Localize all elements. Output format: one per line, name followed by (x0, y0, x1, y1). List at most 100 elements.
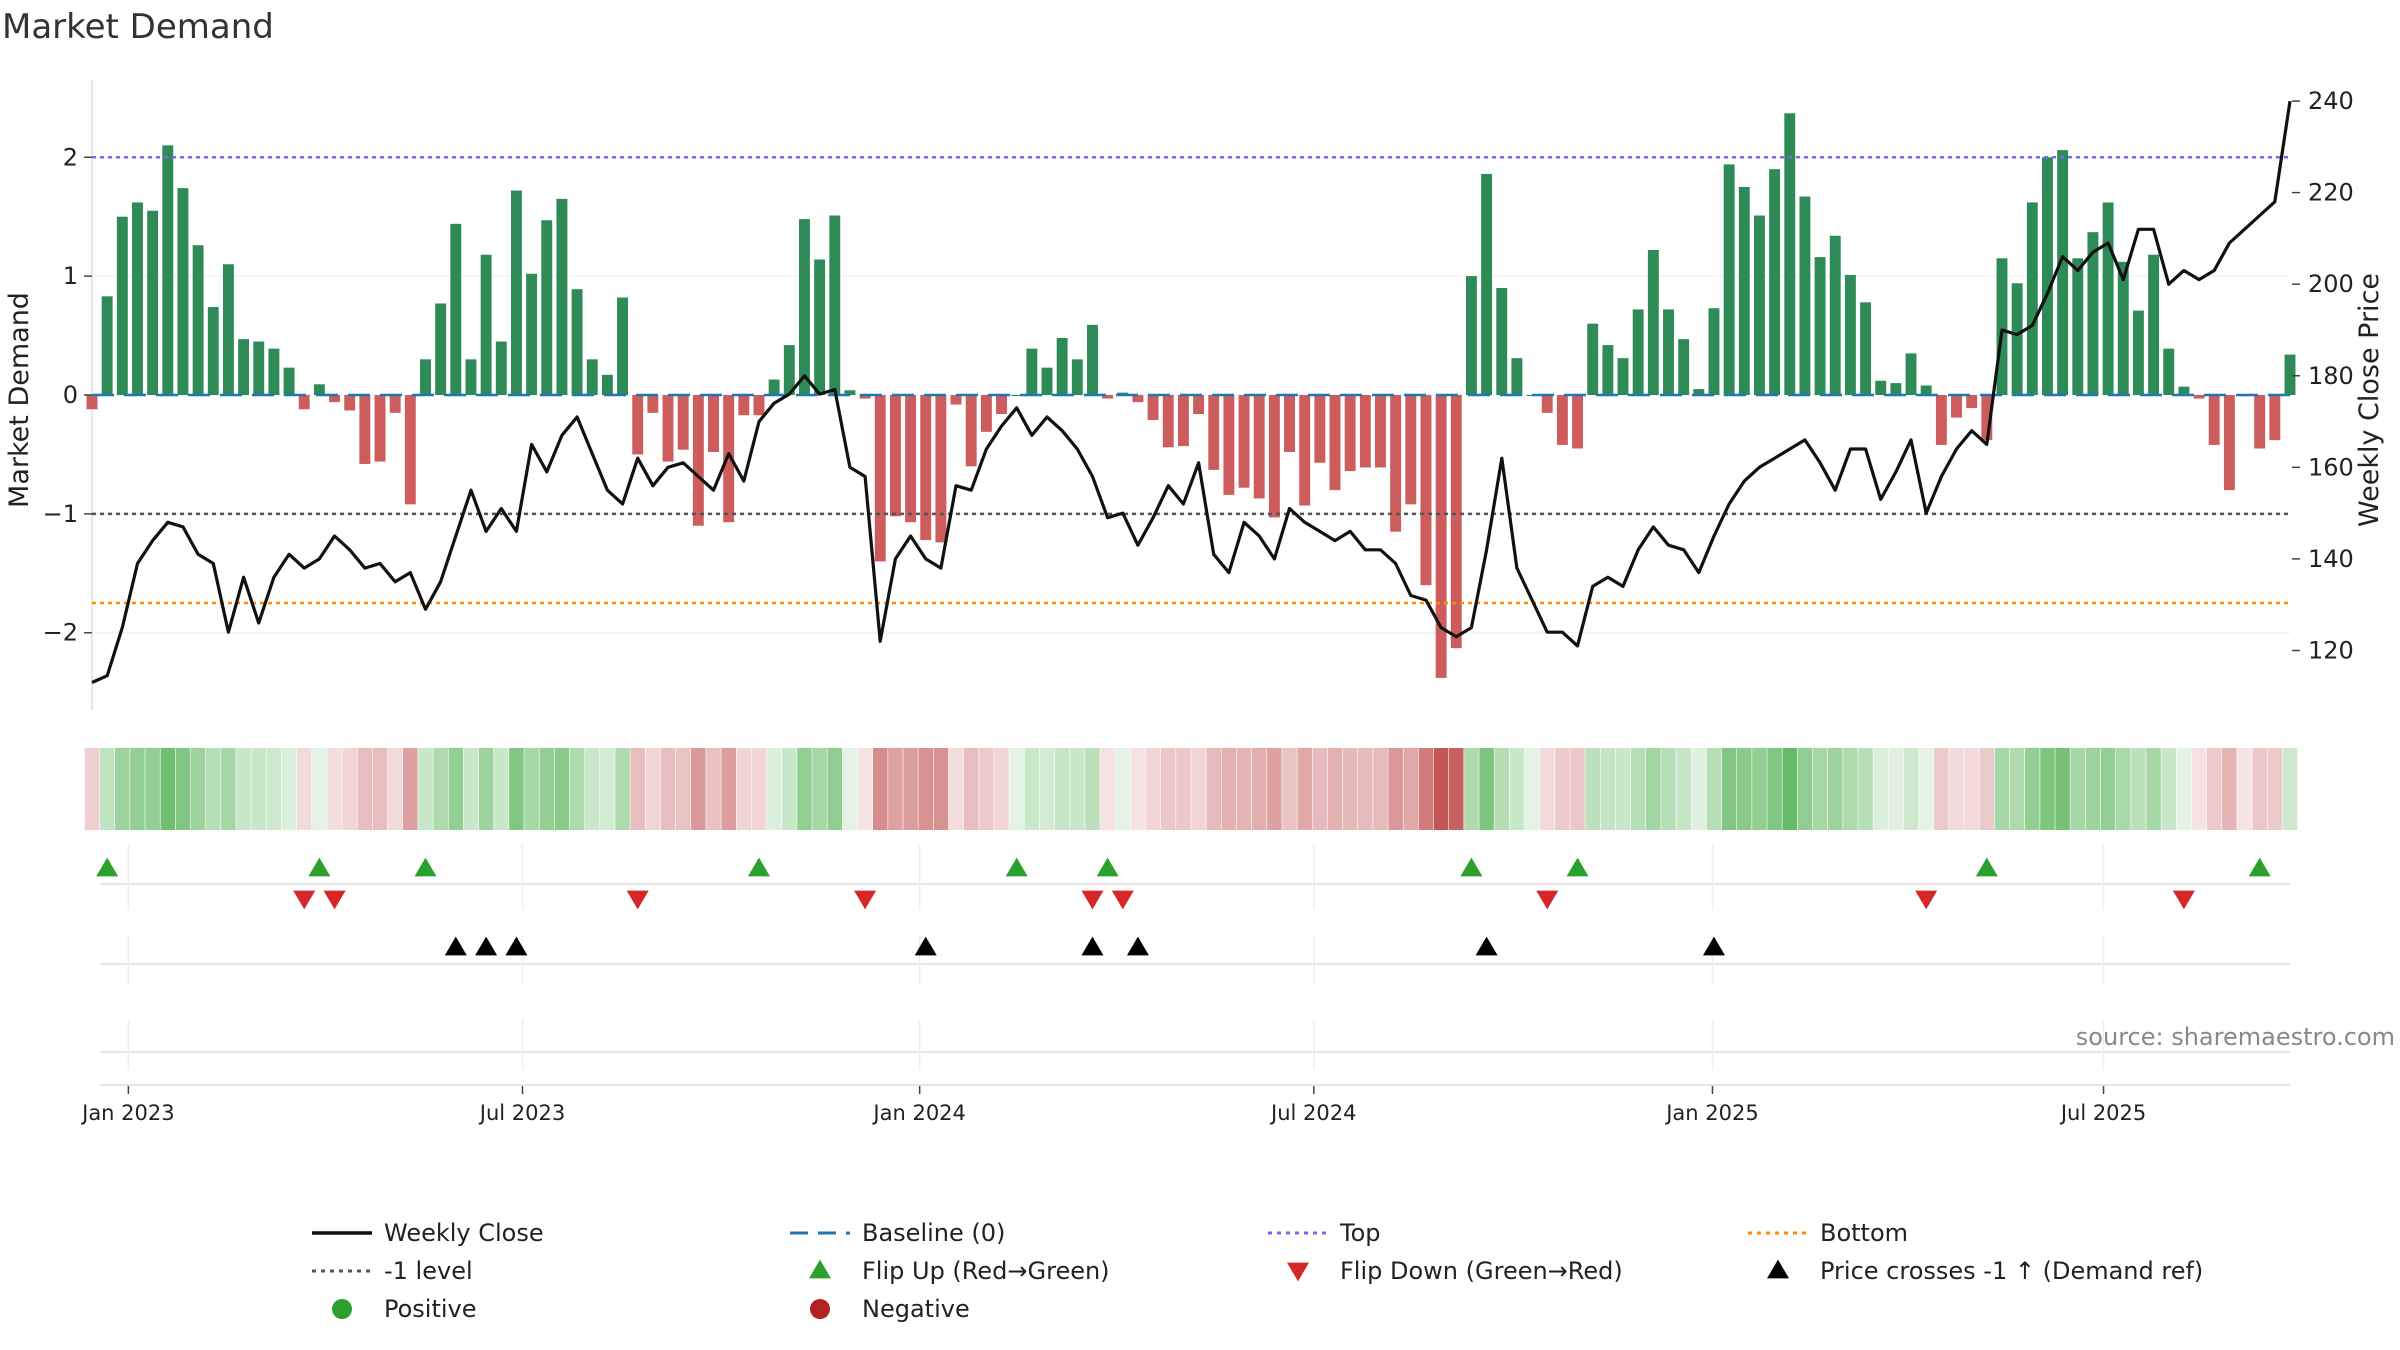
legend-item-positive: Positive (332, 1295, 477, 1323)
flip-up-marker (2248, 857, 2271, 877)
demand-bar (374, 395, 386, 462)
strip-cell (1661, 748, 1676, 830)
strip-cell (1646, 748, 1661, 830)
demand-bar (1435, 395, 1447, 678)
legend-item-baseline: Baseline (0) (790, 1219, 1005, 1247)
flip-down-marker (1111, 890, 1134, 910)
y2-tick-label: 240 (2308, 87, 2354, 115)
strip-cell (2009, 748, 2025, 830)
demand-bar (2178, 386, 2190, 395)
demand-bar (1299, 395, 1311, 506)
strip-cell (1524, 748, 1540, 830)
strip-cell (1691, 748, 1707, 830)
y-tick-label: −2 (43, 619, 78, 647)
demand-bar (1890, 383, 1902, 395)
strip-cell (1752, 748, 1767, 830)
strip-cell (827, 748, 843, 830)
demand-bar (2163, 348, 2175, 395)
strip-cell (1676, 748, 1691, 830)
strip-cell (130, 748, 145, 830)
strip-cell (357, 748, 373, 830)
strip-cell (1979, 748, 1995, 830)
demand-bar (1753, 215, 1765, 395)
demand-bar (708, 395, 719, 453)
legend-label: Negative (862, 1295, 970, 1323)
demand-bar (965, 395, 977, 467)
demand-bar (556, 198, 568, 395)
demand-bar (1829, 235, 1841, 395)
strip-cell (1858, 748, 1873, 830)
demand-bar (1071, 359, 1083, 395)
demand-bar (1541, 395, 1553, 413)
demand-bar (768, 379, 780, 395)
right-axis: 120 140 160 180 200 220 240 (2292, 87, 2354, 664)
legend-item-negative: Negative (810, 1295, 970, 1323)
legend-swatch (332, 1299, 352, 1319)
strip-cell (2146, 748, 2161, 830)
demand-bar (1723, 164, 1735, 395)
demand-bar (889, 395, 901, 517)
strip-cell (1494, 748, 1510, 830)
price-cross-marker (475, 936, 498, 956)
demand-bar (571, 289, 583, 395)
flip-down-marker (293, 890, 316, 910)
strip-cell (2176, 748, 2192, 830)
strip-cell (1024, 748, 1040, 830)
demand-bar (2102, 202, 2114, 395)
demand-bar (798, 219, 810, 395)
y-tick-label: 1 (63, 262, 78, 290)
strip-cell (1585, 748, 1600, 830)
demand-bar (132, 202, 143, 395)
demand-bar (1647, 249, 1659, 395)
strip-cell (1630, 748, 1646, 830)
strip-cell (1737, 748, 1752, 830)
y2-tick-label: 140 (2308, 545, 2354, 573)
demand-bar (1602, 345, 1614, 395)
demand-bar (1556, 395, 1568, 445)
demand-bar (404, 395, 416, 505)
y2-tick-label: 220 (2308, 179, 2354, 207)
legend-item-bottom: Bottom (1748, 1219, 1908, 1247)
strip-cell (1267, 748, 1282, 830)
strip-cell (312, 748, 327, 830)
strip-cell (433, 748, 448, 830)
demand-bar (1996, 258, 2008, 395)
strip-cell (1358, 748, 1373, 830)
strip-cell (1342, 748, 1358, 830)
demand-bar (783, 345, 795, 395)
demand-bar (420, 359, 431, 395)
strip-cell (1206, 748, 1222, 830)
flip-down-marker (1915, 890, 1938, 910)
price-line-group (91, 100, 2292, 684)
demand-bar (1693, 389, 1705, 395)
strip-cell (1433, 748, 1449, 830)
strip-cell (2085, 748, 2101, 830)
demand-bar (814, 259, 826, 395)
strip-cell (221, 748, 236, 830)
legend: Weekly Close Baseline (0) Top Bottom -1 leve… (312, 1219, 2203, 1323)
legend-label: Top (1339, 1219, 1381, 1247)
legend-swatch (1287, 1262, 1309, 1282)
strip-cell (706, 748, 721, 830)
strip-cell (918, 748, 934, 830)
demand-bar (1981, 395, 1993, 441)
flip-up-marker (308, 857, 331, 877)
strip-cell (2237, 748, 2252, 830)
demand-bar (389, 395, 401, 413)
strip-cell (1039, 748, 1055, 830)
demand-bar (874, 395, 886, 562)
strip-cell (888, 748, 903, 830)
strip-cell (539, 748, 555, 830)
demand-bar (313, 384, 325, 395)
strip-cell (2252, 748, 2267, 830)
flip-up-marker (1566, 857, 1589, 877)
demand-bar (1359, 395, 1371, 468)
flip-down-marker (854, 890, 877, 910)
y-tick-label: 0 (63, 381, 78, 409)
legend-label: Price crosses -1 ↑ (Demand ref) (1820, 1257, 2203, 1285)
demand-bar (2254, 395, 2266, 449)
strip-cell (463, 748, 479, 830)
strip-cell (1100, 748, 1115, 830)
demand-bar (177, 188, 189, 395)
demand-bar (2193, 395, 2205, 399)
